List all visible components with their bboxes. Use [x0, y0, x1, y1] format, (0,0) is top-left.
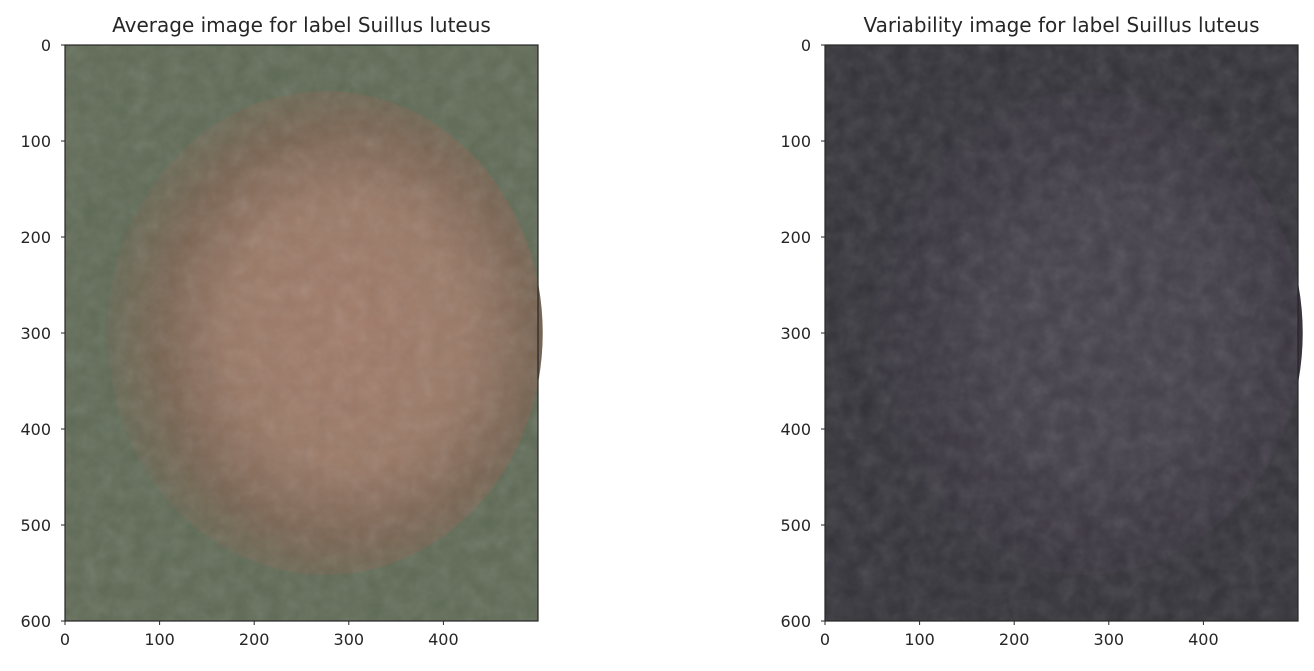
y-tick-label: 100: [20, 132, 51, 151]
image-area: [825, 45, 1303, 621]
x-tick-label: 300: [334, 630, 365, 649]
y-tick-label: 500: [20, 516, 51, 535]
average-image-chart: Average image for label Suillus luteus 0 1…: [0, 0, 600, 671]
y-tick-label: 300: [780, 324, 811, 343]
image-texture: [65, 45, 538, 621]
y-tick-label: 400: [780, 420, 811, 439]
variability-image-panel: Variability image for label Suillus lute…: [760, 0, 1314, 671]
y-tick-label: 0: [41, 36, 51, 55]
y-tick-label: 300: [20, 324, 51, 343]
variability-image-chart: Variability image for label Suillus lute…: [760, 0, 1314, 671]
chart-title: Variability image for label Suillus lute…: [863, 13, 1259, 37]
y-tick-label: 0: [801, 36, 811, 55]
x-tick-label: 100: [904, 630, 935, 649]
x-tick-label: 0: [60, 630, 70, 649]
x-tick-label: 300: [1094, 630, 1125, 649]
image-area: [65, 45, 543, 621]
x-tick-label: 100: [144, 630, 175, 649]
x-tick-label: 0: [820, 630, 830, 649]
x-tick-label: 200: [999, 630, 1030, 649]
image-texture: [825, 45, 1298, 621]
y-tick-label: 200: [780, 228, 811, 247]
y-tick-label: 200: [20, 228, 51, 247]
y-tick-label: 600: [780, 612, 811, 631]
y-tick-label: 400: [20, 420, 51, 439]
y-tick-label: 500: [780, 516, 811, 535]
x-tick-label: 400: [1188, 630, 1219, 649]
x-tick-label: 400: [428, 630, 459, 649]
chart-title: Average image for label Suillus luteus: [112, 13, 491, 37]
y-tick-label: 600: [20, 612, 51, 631]
average-image-panel: Average image for label Suillus luteus 0 1…: [0, 0, 600, 671]
x-tick-label: 200: [239, 630, 270, 649]
y-tick-label: 100: [780, 132, 811, 151]
